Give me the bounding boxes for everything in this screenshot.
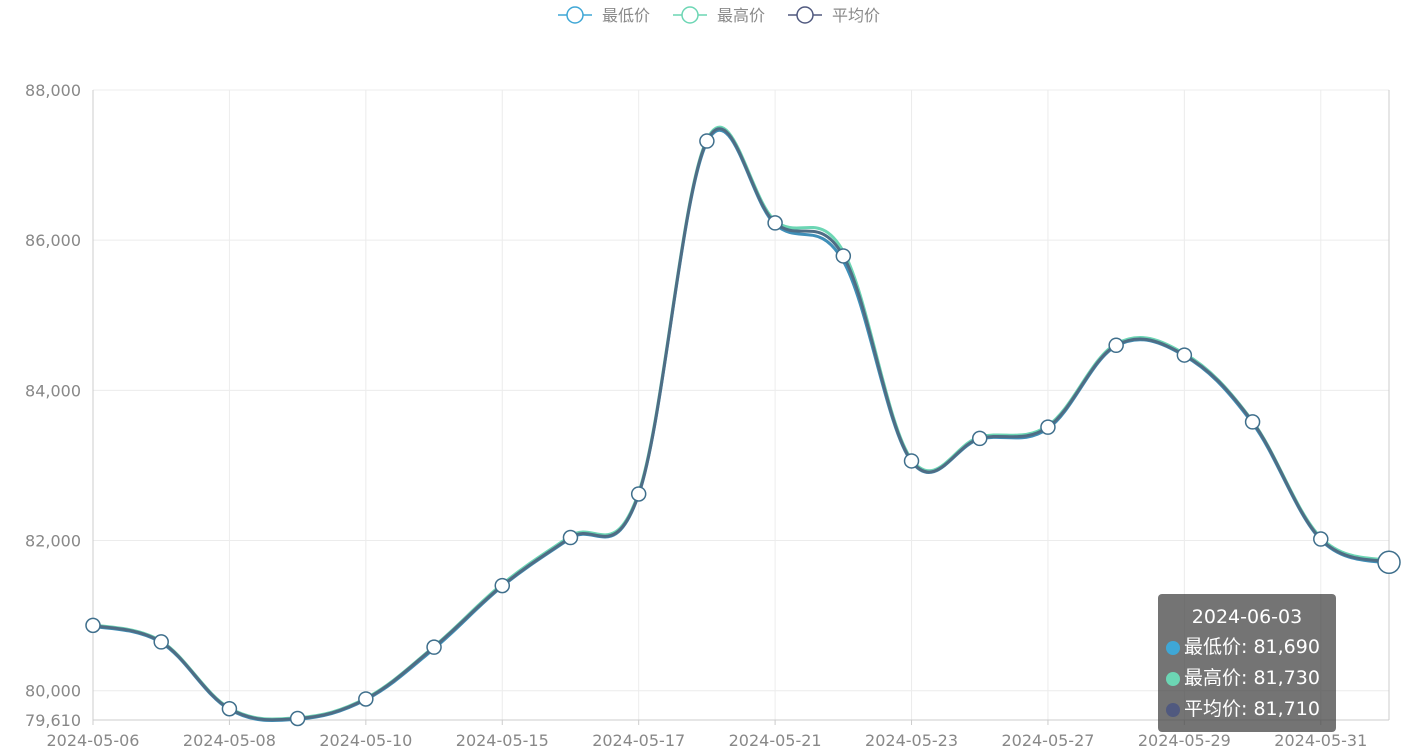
x-tick-label: 2024-05-29: [1138, 731, 1231, 750]
tooltip-row-label: 最高价: 81,730: [1184, 667, 1320, 689]
x-tick-label: 2024-05-15: [456, 731, 549, 750]
y-tick-label: 84,000: [25, 381, 81, 400]
tooltip: 2024-06-03 最低价: 81,690 最高价: 81,730 平均价: …: [1158, 594, 1336, 732]
legend[interactable]: 最低价 最高价 平均价: [558, 6, 880, 25]
axes: 88,00086,00084,00082,00080,00079,6102024…: [25, 81, 1390, 750]
data-point: [1313, 531, 1329, 547]
tooltip-row-min: 最低价: 81,690: [1166, 632, 1328, 663]
tooltip-marker-min: [1166, 640, 1180, 655]
x-tick-label: 2024-05-17: [592, 731, 685, 750]
data-point: [562, 529, 579, 546]
data-point: [699, 133, 715, 149]
y-tick-label: 86,000: [25, 231, 81, 250]
data-point: [153, 634, 169, 650]
legend-marker-1: [681, 6, 699, 24]
legend-label-1: 最高价: [717, 6, 765, 25]
legend-marker-0: [566, 6, 584, 24]
x-tick-label: 2024-05-23: [865, 731, 958, 750]
x-tick-label: 2024-05-10: [319, 731, 412, 750]
data-point: [1040, 419, 1056, 435]
tooltip-row-label: 最低价: 81,690: [1184, 636, 1320, 658]
data-point: [426, 639, 442, 655]
legend-label-0: 最低价: [602, 6, 650, 25]
tooltip-row-avg: 平均价: 81,710: [1166, 694, 1328, 725]
series-lines: [91, 125, 1391, 723]
data-point: [289, 710, 306, 727]
y-tick-label: 80,000: [25, 682, 81, 701]
x-tick-label: 2024-05-08: [183, 731, 276, 750]
data-point: [835, 248, 852, 264]
data-point: [1176, 347, 1193, 363]
data-point: [767, 215, 783, 231]
data-point: [971, 430, 988, 447]
data-point: [1108, 337, 1124, 354]
legend-marker-2: [796, 6, 814, 24]
legend-label-2: 平均价: [832, 6, 880, 25]
data-point: [85, 617, 101, 634]
data-point: [630, 486, 647, 502]
tooltip-row-max: 最高价: 81,730: [1166, 663, 1328, 694]
tooltip-marker-avg: [1166, 702, 1180, 717]
x-tick-label: 2024-05-21: [729, 731, 822, 750]
y-tick-label: 88,000: [25, 81, 81, 100]
y-tick-label: 79,610: [25, 711, 81, 730]
data-point: [358, 691, 374, 707]
data-point: [221, 700, 238, 717]
data-point: [903, 453, 920, 469]
x-tick-label: 2024-05-27: [1001, 731, 1094, 750]
data-point: [494, 577, 511, 594]
y-tick-label: 82,000: [25, 532, 81, 551]
series-line-2: [91, 127, 1391, 722]
data-point: [1377, 550, 1401, 575]
tooltip-marker-max: [1166, 671, 1180, 686]
x-tick-label: 2024-05-31: [1274, 731, 1367, 750]
tooltip-title: 2024-06-03: [1191, 606, 1303, 628]
x-tick-label: 2024-05-06: [47, 731, 140, 750]
data-points: [85, 133, 1401, 727]
data-point: [1244, 414, 1261, 430]
tooltip-row-label: 平均价: 81,710: [1184, 698, 1320, 720]
